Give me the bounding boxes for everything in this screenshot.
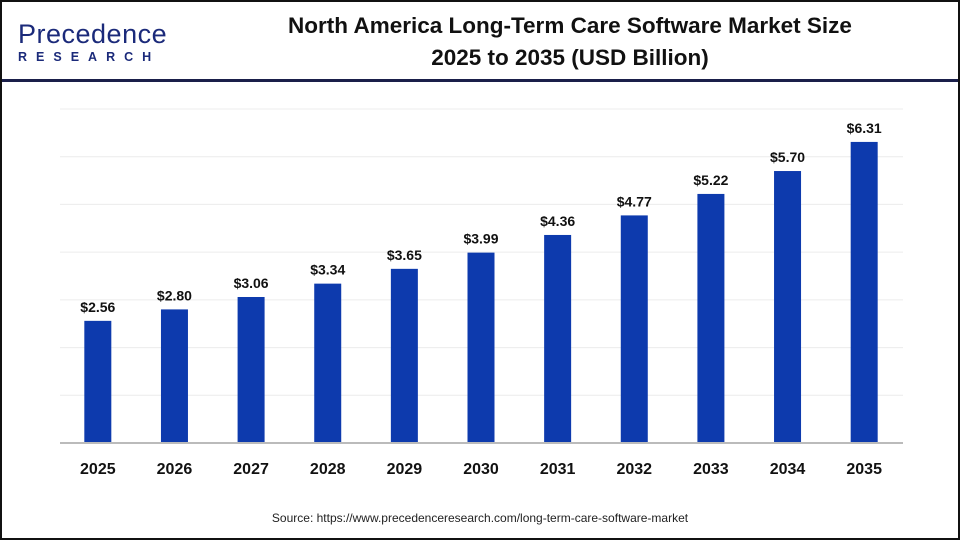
x-tick-label: 2025: [80, 461, 116, 478]
x-tick-label: 2026: [157, 461, 193, 478]
source-note: Source: https://www.precedenceresearch.c…: [271, 511, 689, 525]
bar: [544, 234, 572, 443]
data-label: $2.80: [157, 287, 192, 303]
data-label: $3.06: [234, 275, 269, 291]
data-label: $6.31: [847, 120, 882, 136]
bar: [467, 252, 495, 443]
logo-line2: RESEARCH: [18, 50, 161, 64]
x-tick-label: 2031: [540, 461, 576, 478]
title-line2: 2025 to 2035 (USD Billion): [431, 45, 709, 70]
chart-title: North America Long-Term Care Software Ma…: [200, 10, 940, 74]
x-tick-label: 2030: [463, 461, 499, 478]
bar: [620, 215, 648, 443]
title-line1: North America Long-Term Care Software Ma…: [288, 13, 852, 38]
header-divider: [2, 79, 958, 82]
bar: [314, 283, 342, 443]
x-tick-label: 2035: [846, 461, 882, 478]
bar: [697, 193, 725, 443]
data-label: $5.22: [693, 172, 728, 188]
bar: [160, 309, 188, 443]
data-label: $2.56: [80, 299, 115, 315]
data-label: $3.65: [387, 247, 422, 263]
bar: [850, 141, 878, 443]
bar: [237, 296, 265, 443]
data-label: $3.99: [463, 231, 498, 247]
data-label: $5.70: [770, 149, 805, 165]
logo-line1: Precedence: [18, 19, 168, 49]
data-label: $3.34: [310, 262, 345, 278]
data-label: $4.36: [540, 213, 575, 229]
x-tick-label: 2032: [616, 461, 652, 478]
data-label: $4.77: [617, 193, 652, 209]
x-tick-label: 2028: [310, 461, 346, 478]
bar: [84, 320, 112, 443]
bar: [774, 171, 802, 443]
bar: [390, 268, 418, 443]
x-tick-label: 2033: [693, 461, 729, 478]
x-tick-label: 2027: [233, 461, 269, 478]
x-tick-label: 2034: [770, 461, 806, 478]
logo: Precedence RESEARCH: [18, 20, 167, 64]
x-tick-label: 2029: [387, 461, 423, 478]
